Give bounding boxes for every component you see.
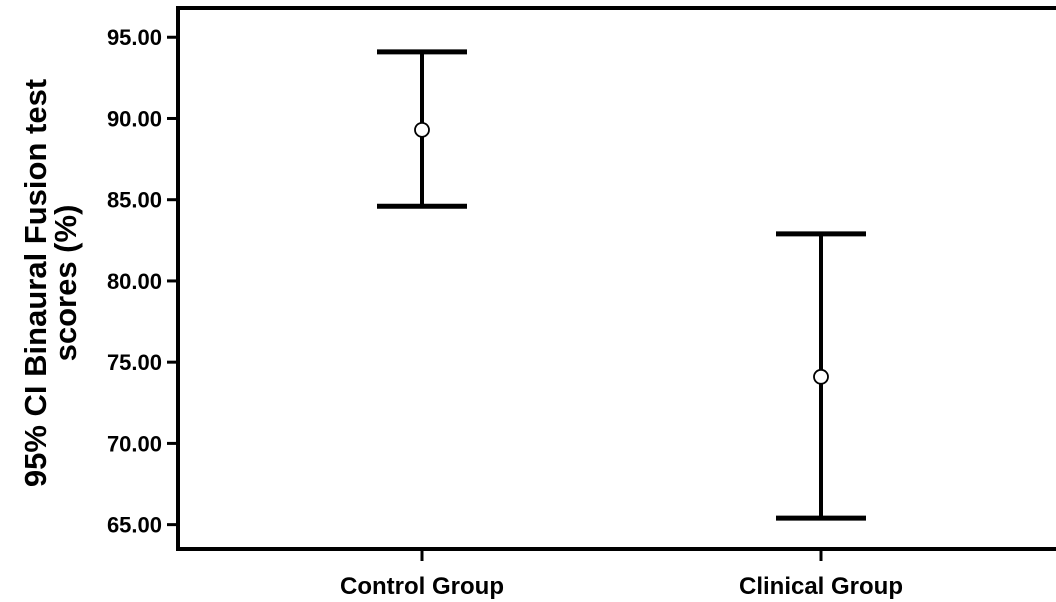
y-axis-title-line-2: scores (%) [48,205,83,362]
x-category-label: Clinical Group [739,573,903,600]
plot-marks [377,52,866,518]
y-tick-label: 90.00 [107,106,162,131]
y-tick-label: 80.00 [107,269,162,294]
error-bar-group [377,52,467,206]
y-axis-ticks: 65.00 70.00 75.00 80.00 85.00 90.00 95.00 [107,25,178,537]
y-tick-label: 85.00 [107,188,162,213]
y-tick-label: 70.00 [107,431,162,456]
y-axis-title: 95% CI Binaural Fusion test scores (%) [18,79,83,487]
x-category-label: Control Group [340,573,504,600]
y-tick-label: 95.00 [107,25,162,50]
plot-frame [178,8,1056,549]
y-tick-label: 65.00 [107,513,162,538]
mean-point [415,123,429,137]
y-tick-label: 75.00 [107,350,162,375]
x-axis-ticks: Control Group Clinical Group [340,549,903,600]
error-bar-group [776,234,866,518]
mean-point [814,370,828,384]
